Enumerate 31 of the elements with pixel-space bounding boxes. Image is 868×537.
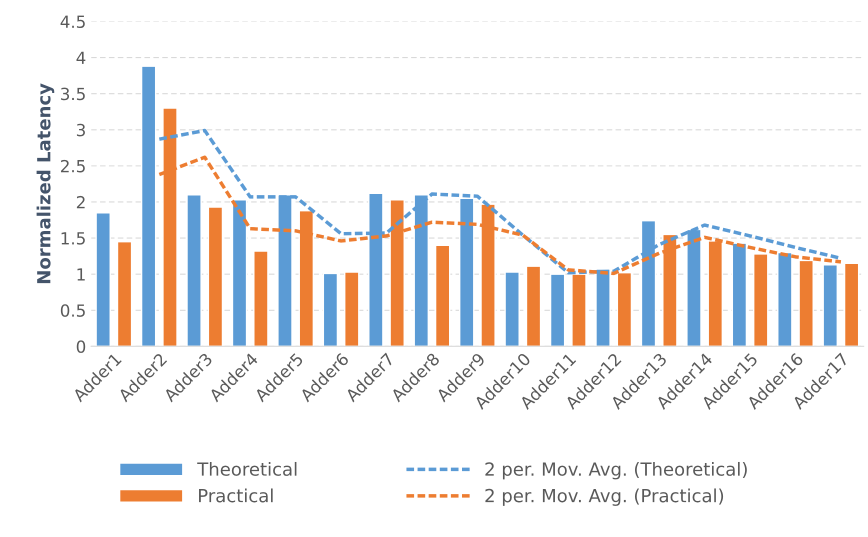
bar [95,212,111,346]
bar [232,199,248,346]
bar [116,240,132,346]
legend-label: Practical [199,488,273,502]
bar [732,242,748,346]
bar [434,244,450,346]
bar [208,206,224,346]
bar [526,266,542,346]
bar [253,250,269,346]
y-tick-label: 3 [76,124,85,136]
legend-label: 2 per. Mov. Avg. (Theoretical) [485,462,747,480]
y-tick-label: 0.5 [60,304,85,317]
bar [777,252,793,346]
bar [504,271,520,346]
y-tick-label: 4 [76,52,86,64]
bar [322,272,338,346]
y-axis-title: Normalized Latency [36,83,54,284]
bar [186,194,202,346]
y-tick-label: 2.5 [60,160,85,172]
y-tick-label: 3.5 [61,88,85,100]
y-tick-label: 1.5 [62,232,85,245]
bar [822,264,838,346]
bar [844,262,860,346]
legend-label: 2 per. Mov. Avg. (Practical) [485,488,724,506]
bar [140,66,156,346]
legend-label: Theoretical [197,462,296,476]
y-tick-label: 4.5 [60,16,85,28]
bar [344,271,360,346]
y-tick-label: 2 [76,196,85,208]
y-tick-label: 1 [78,268,85,280]
y-tick-label: 0 [76,340,86,353]
